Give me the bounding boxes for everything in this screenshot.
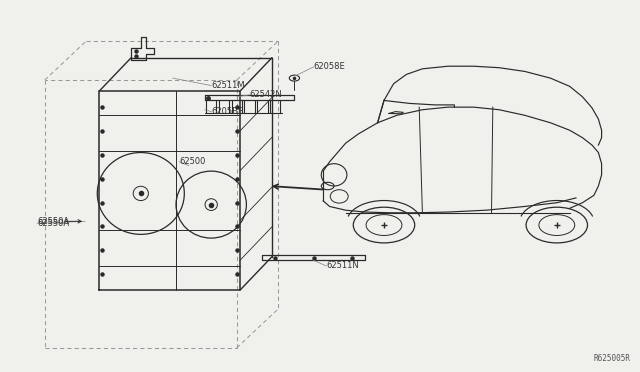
- Text: 62500: 62500: [179, 157, 205, 166]
- Text: 62058E: 62058E: [314, 62, 346, 71]
- Text: 62550A: 62550A: [37, 217, 69, 226]
- Text: R625005R: R625005R: [593, 354, 630, 363]
- Text: 6205BE: 6205BE: [211, 107, 243, 116]
- Text: 62550A: 62550A: [37, 219, 69, 228]
- Text: 62511N: 62511N: [326, 262, 359, 270]
- Text: 62511M: 62511M: [211, 81, 245, 90]
- Text: 62542N: 62542N: [250, 90, 282, 99]
